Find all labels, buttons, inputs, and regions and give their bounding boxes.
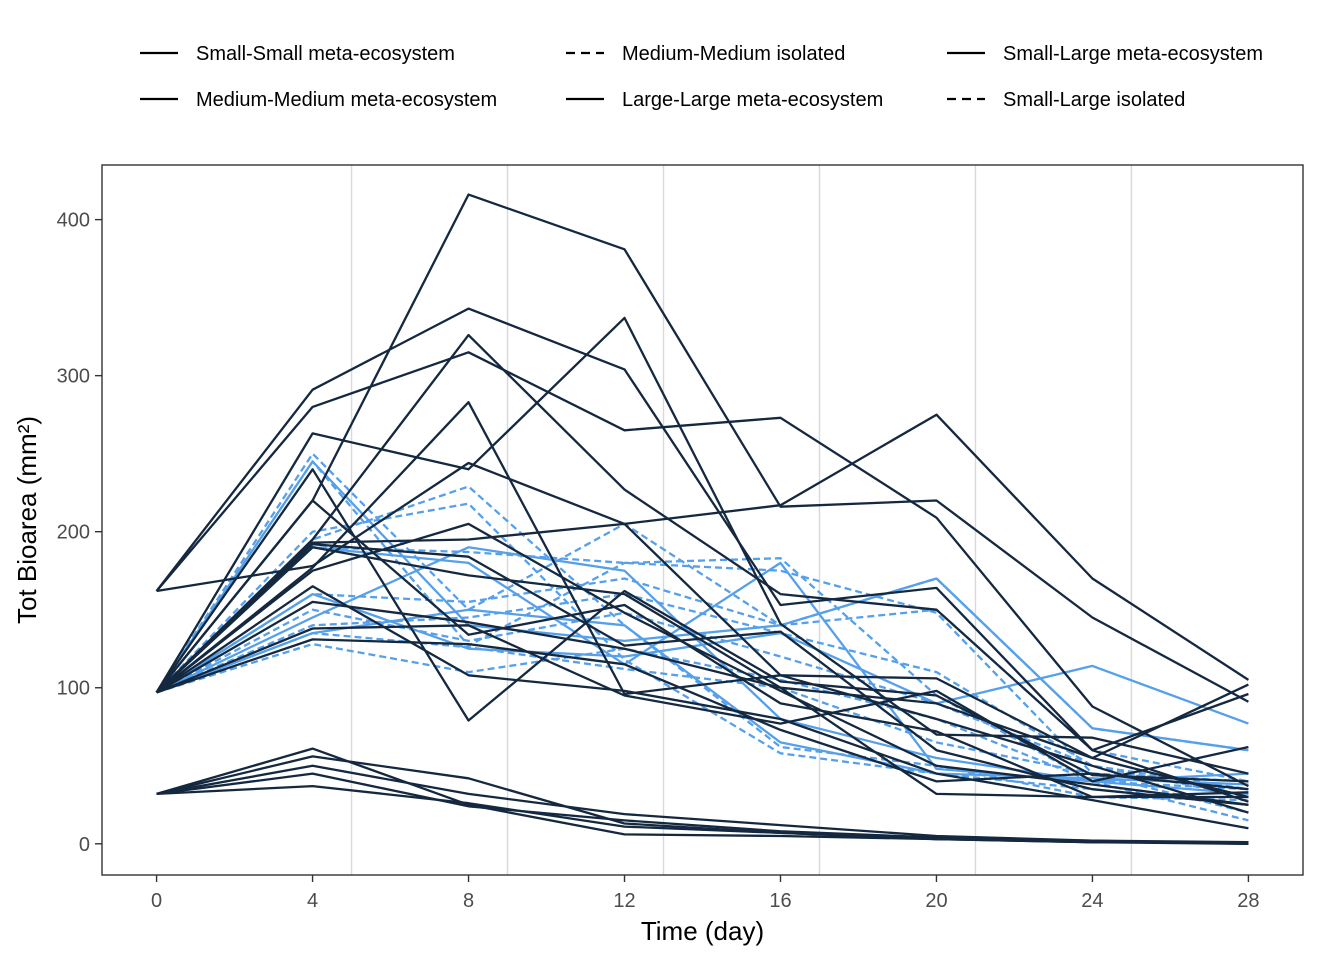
x-tick-label-3: 12 (613, 890, 635, 912)
legend-label-4: Large-Large meta-ecosystem (622, 89, 883, 111)
legend-label-1: Medium-Medium isolated (622, 43, 845, 65)
legend-item-5: Small-Large isolated (947, 89, 1185, 111)
legend-item-2: Small-Large meta-ecosystem (947, 43, 1263, 65)
series-line-24 (155, 485, 1249, 802)
legend-label-5: Small-Large isolated (1003, 89, 1185, 111)
series-line-11 (155, 499, 1249, 799)
plot-border (101, 164, 1304, 876)
x-tick-label-5: 20 (925, 890, 947, 912)
series-line-6 (155, 316, 1249, 775)
y-tick-label-2: 200 (57, 522, 90, 544)
legend: Small-Small meta-ecosystem Medium-Medium … (140, 43, 1263, 111)
plot-panel (102, 165, 1303, 875)
y-tick-label-3: 300 (57, 366, 90, 388)
legend-item-0: Small-Small meta-ecosystem (140, 43, 455, 65)
x-tick-label-7: 28 (1237, 890, 1259, 912)
series-line-30 (156, 642, 1249, 822)
series-line-5 (155, 401, 1249, 760)
x-tick-label-4: 16 (769, 890, 791, 912)
y-axis: 0 100 200 300 400 (57, 210, 102, 856)
series-line-12 (155, 522, 1249, 814)
series-line-32 (155, 460, 1249, 752)
x-tick-label-0: 0 (151, 890, 162, 912)
series-line-2 (156, 413, 1250, 681)
x-tick-label-6: 24 (1081, 890, 1103, 912)
legend-label-2: Small-Large meta-ecosystem (1003, 43, 1263, 65)
series-line-16 (155, 522, 1249, 806)
legend-label-0: Small-Small meta-ecosystem (196, 43, 455, 65)
x-tick-label-2: 8 (463, 890, 474, 912)
series-line-14 (155, 546, 1249, 799)
legend-item-3: Medium-Medium meta-ecosystem (140, 89, 497, 111)
y-axis-label: Tot Bioarea (mm²) (12, 416, 42, 624)
plot-panel-background (102, 165, 1303, 875)
y-tick-label-1: 100 (57, 678, 90, 700)
legend-item-4: Large-Large meta-ecosystem (566, 89, 883, 111)
series-line-9 (156, 624, 1249, 783)
series-line-4 (155, 333, 1249, 803)
y-tick-label-0: 0 (79, 834, 90, 856)
series-line-15 (156, 600, 1249, 799)
series-line-21 (156, 784, 1249, 844)
series-line-8 (155, 543, 1249, 806)
y-tick-label-4: 400 (57, 210, 90, 232)
legend-label-3: Medium-Medium meta-ecosystem (196, 89, 497, 111)
series-line-7 (155, 468, 1249, 783)
series-line-29 (156, 631, 1249, 814)
series-line-26 (155, 546, 1249, 783)
plot-frame (101, 164, 1304, 876)
series-line-0 (155, 307, 1249, 752)
legend-item-1: Medium-Medium isolated (566, 43, 845, 65)
x-tick-label-1: 4 (307, 890, 318, 912)
series-line-1 (155, 351, 1249, 788)
x-axis-label: Time (day) (641, 916, 764, 946)
series-line-13 (156, 638, 1249, 791)
series-lines (155, 193, 1250, 845)
series-line-3 (155, 193, 1249, 703)
series-line-28 (156, 608, 1249, 799)
x-axis: 0 4 8 12 16 20 24 28 (151, 875, 1260, 912)
series-line-23 (155, 460, 1249, 791)
